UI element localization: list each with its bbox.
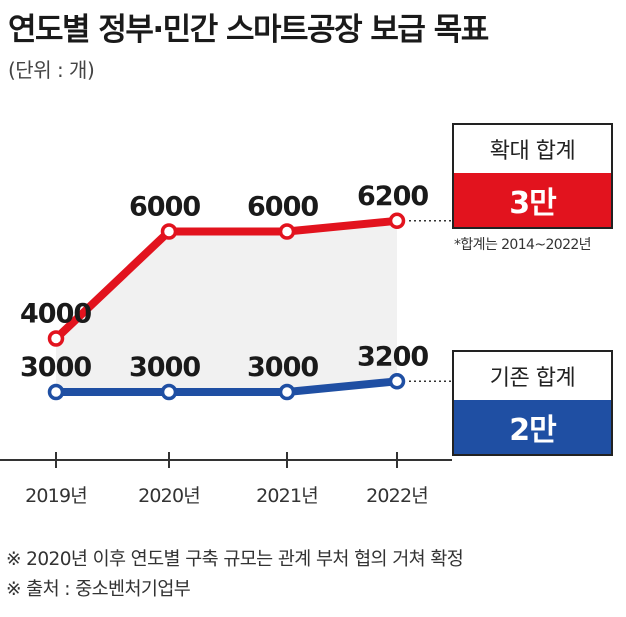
data-point-expanded bbox=[160, 223, 178, 240]
x-tick-label: 2021년 bbox=[256, 485, 318, 507]
footnote-2: ※ 출처 : 중소벤처기업부 bbox=[6, 579, 191, 600]
footnotes: ※ 2020년 이후 연도별 구축 규모는 관계 부처 협의 거쳐 확정 ※ 출… bbox=[6, 545, 464, 605]
area-between-series bbox=[56, 220, 397, 392]
callout-expanded-label: 확대 합계 bbox=[452, 123, 613, 173]
unit-label: (단위 : 개) bbox=[8, 58, 95, 82]
x-tick-label: 2020년 bbox=[138, 485, 200, 507]
data-label-existing: 3000 bbox=[129, 352, 200, 383]
x-tick-label: 2022년 bbox=[366, 485, 428, 507]
data-point-expanded bbox=[47, 330, 65, 347]
chart-title: 연도별 정부·민간 스마트공장 보급 목표 bbox=[8, 12, 489, 48]
data-label-existing: 3000 bbox=[20, 352, 91, 383]
callout-expanded: 확대 합계 3만 bbox=[452, 123, 613, 229]
data-label-expanded: 6000 bbox=[129, 192, 200, 223]
callout-expanded-value: 3만 bbox=[452, 173, 613, 229]
data-point-existing bbox=[388, 373, 406, 390]
callout-existing-value: 2만 bbox=[452, 400, 613, 456]
callout-existing: 기존 합계 2만 bbox=[452, 350, 613, 456]
x-tick-label: 2019년 bbox=[25, 485, 87, 507]
data-label-expanded: 4000 bbox=[20, 299, 91, 330]
callout-existing-label: 기존 합계 bbox=[452, 350, 613, 400]
data-point-existing bbox=[160, 383, 178, 401]
footnote-1: ※ 2020년 이후 연도별 구축 규모는 관계 부처 협의 거쳐 확정 bbox=[6, 549, 464, 570]
data-label-expanded: 6000 bbox=[247, 192, 318, 223]
series-line-existing bbox=[56, 377, 398, 396]
data-point-existing bbox=[47, 383, 65, 401]
data-point-existing bbox=[278, 383, 296, 401]
data-point-expanded bbox=[278, 223, 296, 240]
data-point-expanded bbox=[388, 212, 406, 230]
data-label-expanded: 6200 bbox=[357, 181, 428, 212]
series-line-expanded bbox=[53, 216, 398, 342]
data-label-existing: 3000 bbox=[247, 352, 318, 383]
data-label-existing: 3200 bbox=[357, 341, 428, 372]
callout-note: *합계는 2014~2022년 bbox=[454, 237, 592, 253]
